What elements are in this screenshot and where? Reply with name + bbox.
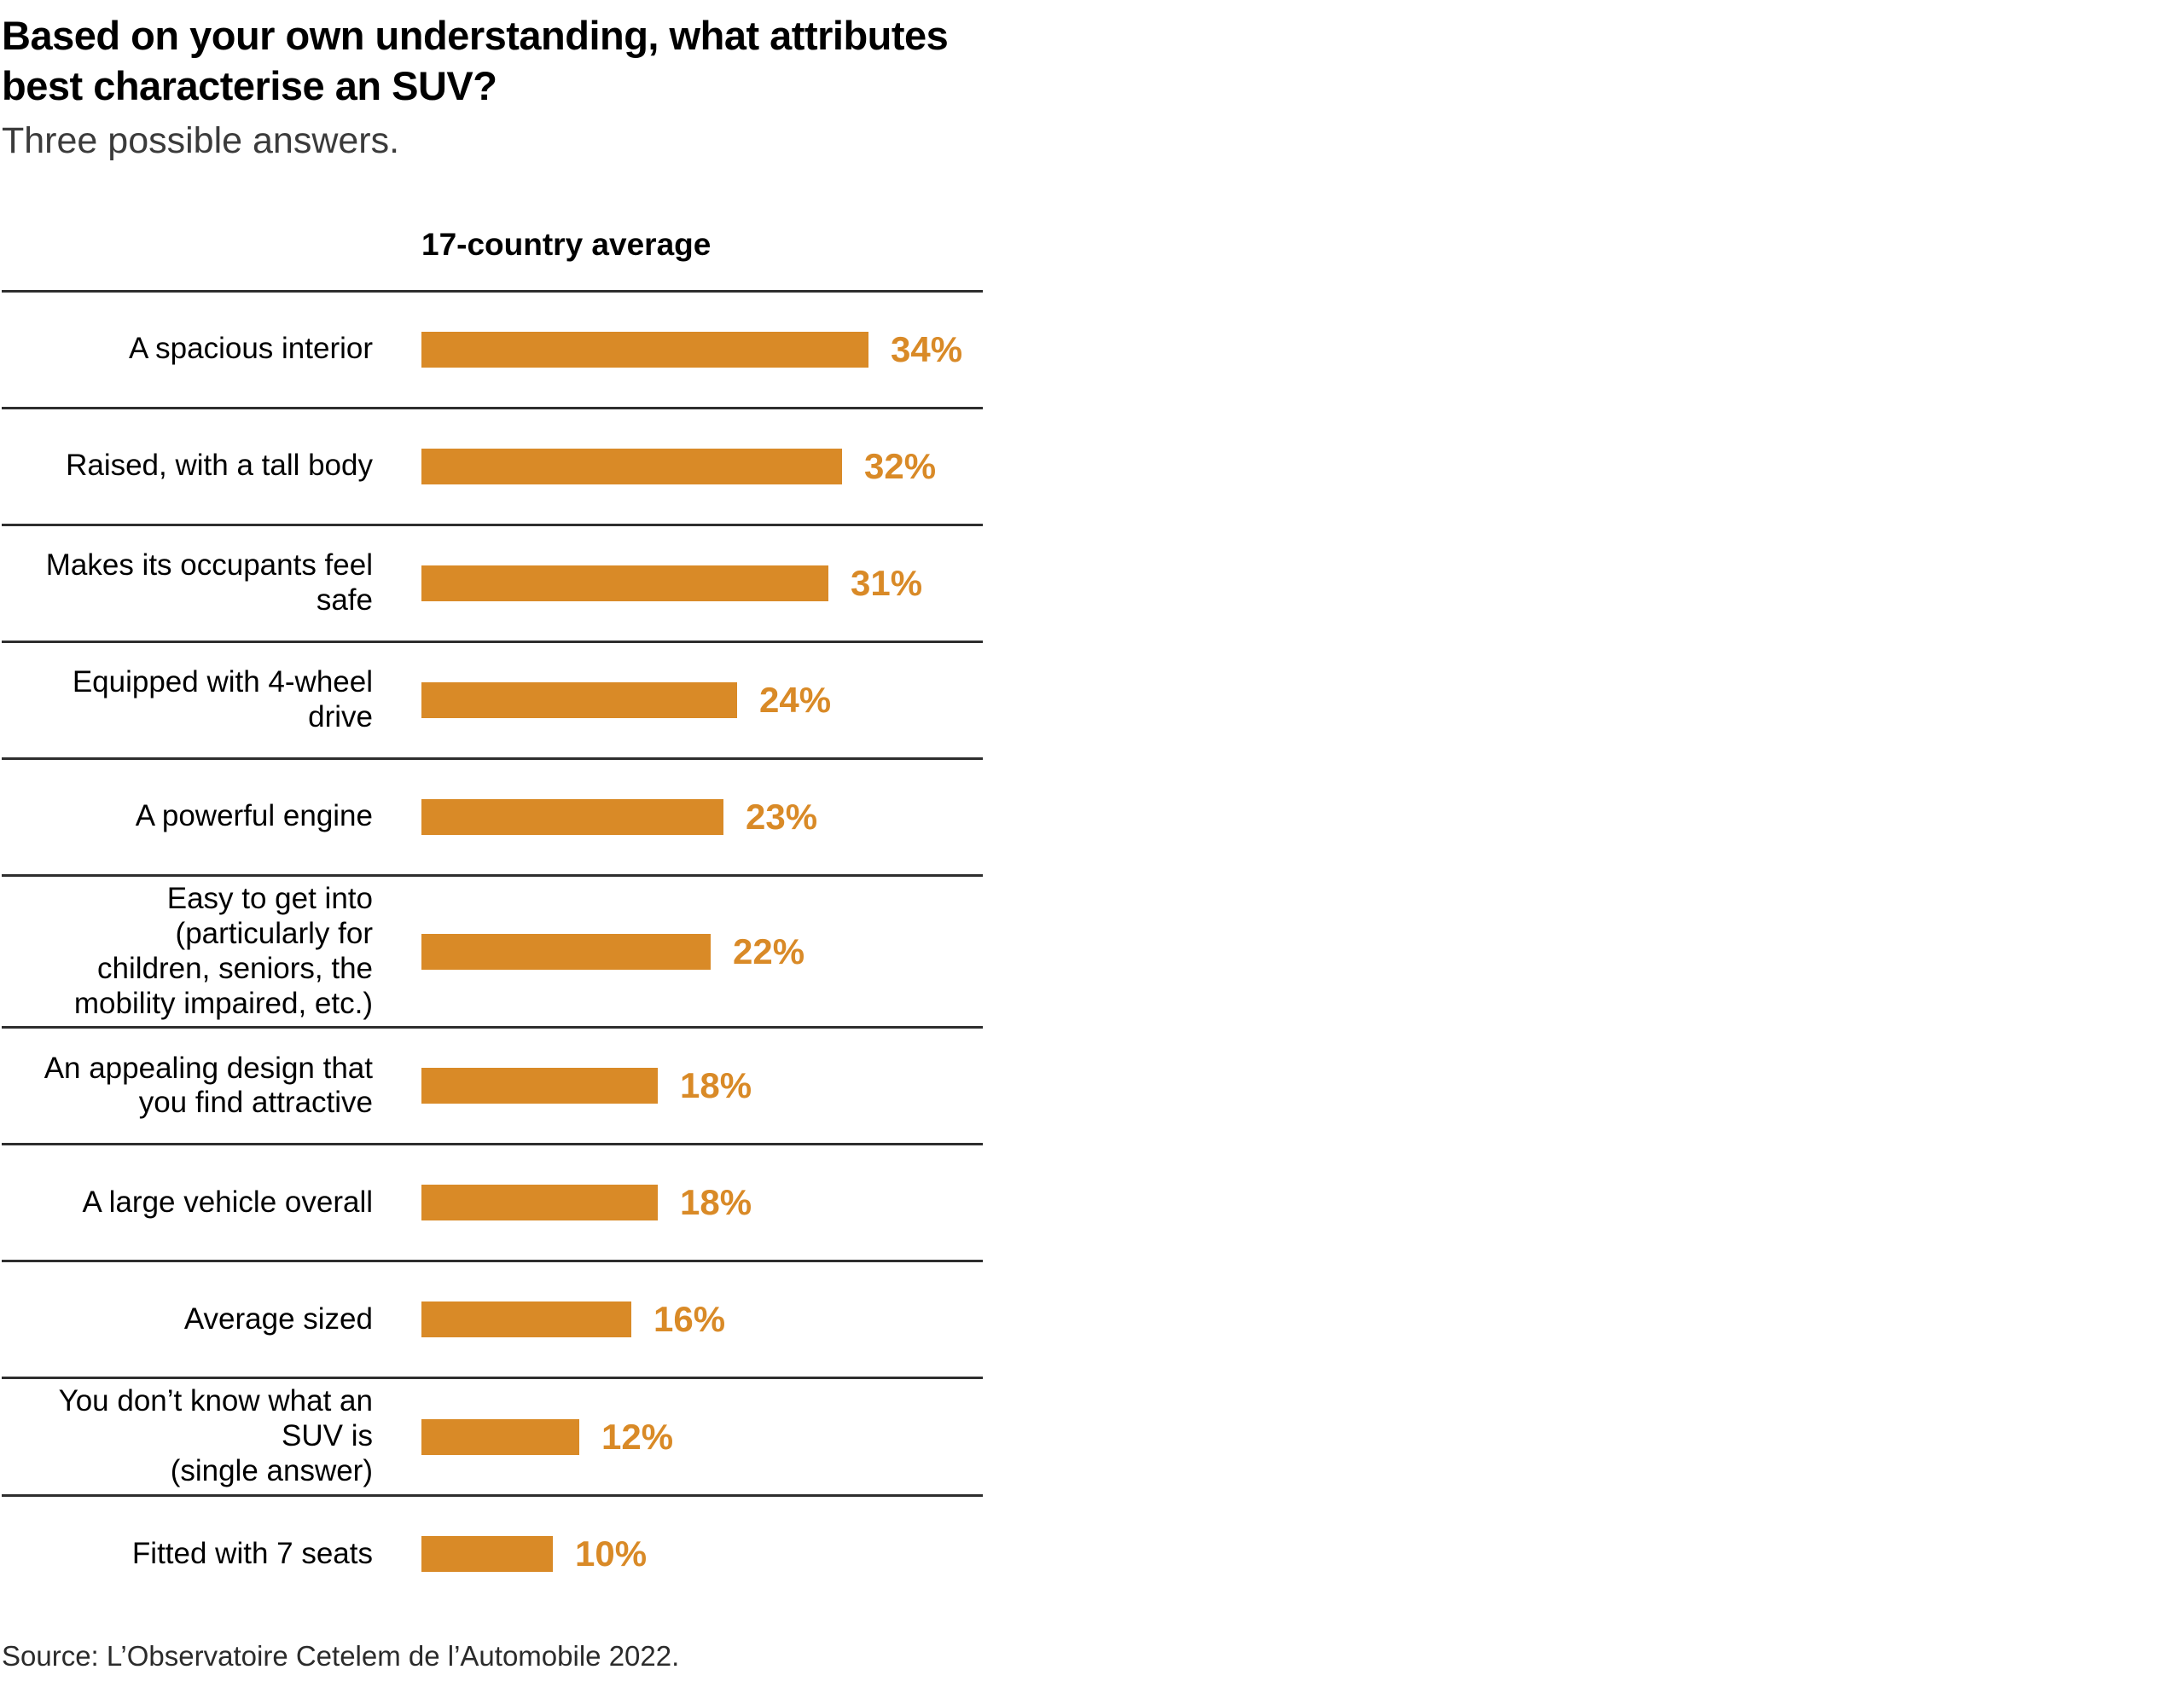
suv-attributes-infographic: Based on your own understanding, what at… [2,13,983,1673]
bar-area: 12% [421,1417,673,1458]
bar [421,565,828,601]
bar [421,1185,658,1221]
chart-row: A large vehicle overall 18% [2,1143,983,1260]
chart-row: Equipped with 4-wheel drive 24% [2,640,983,757]
category-label: Fitted with 7 seats [131,1536,373,1570]
bar [421,798,723,835]
chart-row: A spacious interior 34% [2,289,983,407]
chart-row: An appealing design that you find attrac… [2,1026,983,1143]
bar-area: 22% [421,931,804,972]
value-label: 22% [733,930,805,971]
chart-row: Makes its occupants feel safe 31% [2,523,983,641]
category-label: You don’t know what an SUV is (single an… [58,1384,373,1488]
source-note: Source: L’Observatoire Cetelem de l’Auto… [2,1640,680,1673]
bar-area: 31% [421,563,922,604]
bar-area: 16% [421,1299,725,1340]
page-subtitle: Three possible answers. [2,120,400,162]
page-title: Based on your own understanding, what at… [2,13,949,109]
bar [421,1301,631,1338]
value-label: 16% [653,1299,726,1340]
category-label: A large vehicle overall [82,1186,373,1220]
value-label: 12% [601,1416,674,1457]
category-label: Equipped with 4-wheel drive [72,664,373,733]
value-label: 18% [680,1182,752,1223]
value-label: 10% [575,1533,648,1574]
chart-row: Average sized 16% [2,1260,983,1377]
bar-area: 10% [421,1533,647,1574]
bar-area: 23% [421,797,817,838]
chart-row: A powerful engine 23% [2,757,983,874]
bar [421,681,737,718]
chart-row: Easy to get into (particularly for child… [2,873,983,1027]
chart-row: You don’t know what an SUV is (single an… [2,1377,983,1494]
category-label: Easy to get into (particularly for child… [73,881,373,1020]
bar [421,1068,658,1104]
value-label: 34% [891,328,963,369]
value-label: 32% [864,445,937,486]
category-label: Average sized [183,1302,373,1336]
category-label: Raised, with a tall body [66,449,373,483]
category-label: Makes its occupants feel safe [45,548,373,617]
chart-row: Raised, with a tall body 32% [2,406,983,524]
value-label: 31% [851,562,923,603]
column-header: 17-country average [421,226,712,262]
value-label: 23% [746,796,818,837]
category-label: A powerful engine [135,799,373,833]
bar [421,1418,579,1455]
chart-row: Fitted with 7 seats 10% [2,1494,983,1611]
bar [421,1536,553,1573]
bar-area: 32% [421,446,936,487]
bar-chart: A spacious interior 34% Raised, with a t… [2,289,983,1612]
bar [421,331,868,368]
category-label: A spacious interior [129,332,373,366]
bar-area: 18% [421,1182,752,1223]
bar [421,448,842,484]
bar [421,933,711,970]
value-label: 24% [759,679,832,720]
value-label: 18% [680,1065,752,1106]
bar-area: 18% [421,1065,752,1106]
bar-area: 24% [421,680,831,721]
bar-area: 34% [421,329,962,370]
category-label: An appealing design that you find attrac… [44,1051,373,1120]
